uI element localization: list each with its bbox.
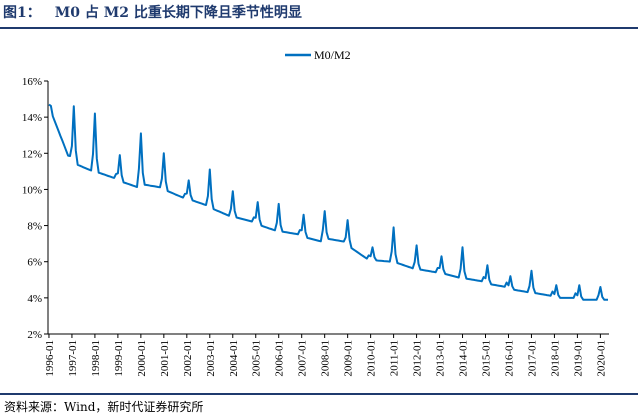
x-tick-label: 2019-01 (572, 340, 584, 377)
series-line-m0-m2 (48, 103, 608, 301)
x-tick-label: 2002-01 (182, 340, 194, 377)
y-tick-label: 6% (27, 257, 42, 269)
chart-axes (44, 80, 609, 338)
x-tick-label: 2016-01 (503, 340, 515, 377)
top-rule (0, 27, 638, 29)
bottom-rule (0, 393, 638, 395)
x-tick-label: 2005-01 (251, 340, 263, 377)
source-note: 资料来源：Wind，新时代证券研究所 (4, 400, 204, 414)
legend-label-m0-m2: M0/M2 (314, 48, 351, 62)
x-tick-label: 2010-01 (366, 340, 378, 377)
y-tick-labels: 2% 4% 6% 8% 10% 12% 14% 16% (22, 76, 42, 341)
x-tick-label: 2017-01 (526, 340, 538, 377)
figure-title-text: M0 占 M2 比重长期下降且季节性明显 (54, 5, 302, 21)
y-tick-label: 8% (27, 221, 42, 233)
x-tick-label: 1997-01 (67, 340, 79, 377)
x-tick-label: 2007-01 (297, 340, 309, 377)
x-tick-label: 2015-01 (481, 340, 493, 377)
y-tick-label: 2% (27, 329, 42, 341)
figure-label: 图1： (3, 5, 41, 21)
y-tick-label: 14% (22, 112, 42, 124)
x-tick-label: 1998-01 (90, 340, 102, 377)
x-tick-label: 1999-01 (113, 340, 125, 377)
figure-title: 图1： M0 占 M2 比重长期下降且季节性明显 (0, 0, 638, 26)
x-tick-label: 2009-01 (343, 340, 355, 377)
x-tick-label: 2011-01 (389, 340, 401, 376)
x-tick-label: 2018-01 (549, 340, 561, 377)
line-chart: M0/M2 2% 4% 6% 8% 10% 12% 14% 16% 1996-01 1997-0… (22, 48, 609, 377)
x-tick-label: 2014-01 (458, 340, 470, 377)
x-tick-label: 2000-01 (136, 340, 148, 377)
y-tick-label: 10% (22, 184, 42, 196)
x-tick-label: 2013-01 (435, 340, 447, 377)
x-tick-label: 2020-01 (595, 340, 607, 377)
y-tick-label: 4% (27, 293, 42, 305)
x-tick-labels: 1996-01 1997-01 1998-01 1999-01 2000-01 2001-… (44, 340, 607, 377)
x-tick-label: 2008-01 (320, 340, 332, 377)
x-tick-label: 2001-01 (159, 340, 171, 377)
y-tick-label: 16% (22, 76, 42, 88)
x-tick-label: 2012-01 (412, 340, 424, 377)
y-tick-label: 12% (22, 148, 42, 160)
x-tick-label: 2004-01 (228, 340, 240, 377)
x-tick-label: 2006-01 (274, 340, 286, 377)
chart-legend: M0/M2 (285, 48, 351, 62)
x-tick-label: 1996-01 (44, 340, 56, 377)
x-tick-label: 2003-01 (205, 340, 217, 377)
